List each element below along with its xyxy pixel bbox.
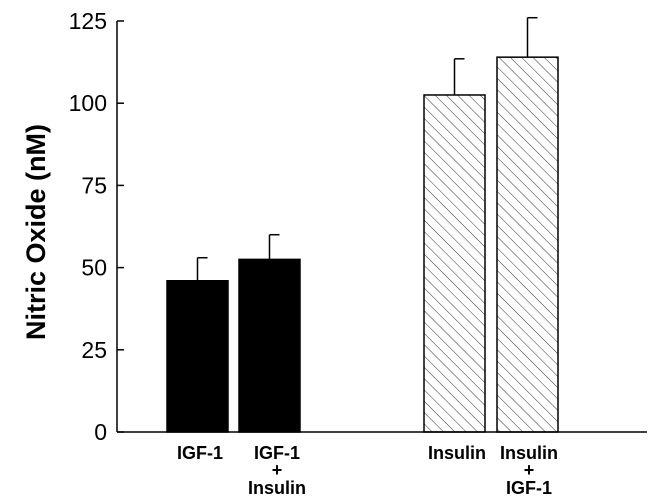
y-axis-title: Nitric Oxide (nM) [21, 124, 51, 340]
bar [496, 56, 559, 433]
category-labels: IGF-1 IGF-1 + Insulin Insulin Insulin + IGF-1 [177, 443, 558, 498]
bar [423, 94, 486, 433]
y-tick-label: 75 [81, 172, 107, 198]
bar [166, 280, 229, 433]
category-label: IGF-1 [177, 443, 223, 463]
bars [166, 16, 559, 433]
y-tick-label: 25 [81, 337, 107, 363]
category-label: IGF-1 + Insulin [248, 443, 306, 498]
y-tick-label: 125 [69, 8, 107, 34]
category-label: Insulin [428, 443, 486, 463]
y-tick-label: 50 [81, 255, 107, 281]
category-label: Insulin + IGF-1 [500, 443, 558, 498]
bar [238, 258, 301, 433]
y-tick-label: 100 [69, 90, 107, 116]
y-tick-label: 0 [94, 419, 107, 445]
axes: 0 25 50 75 100 125 [69, 8, 647, 445]
